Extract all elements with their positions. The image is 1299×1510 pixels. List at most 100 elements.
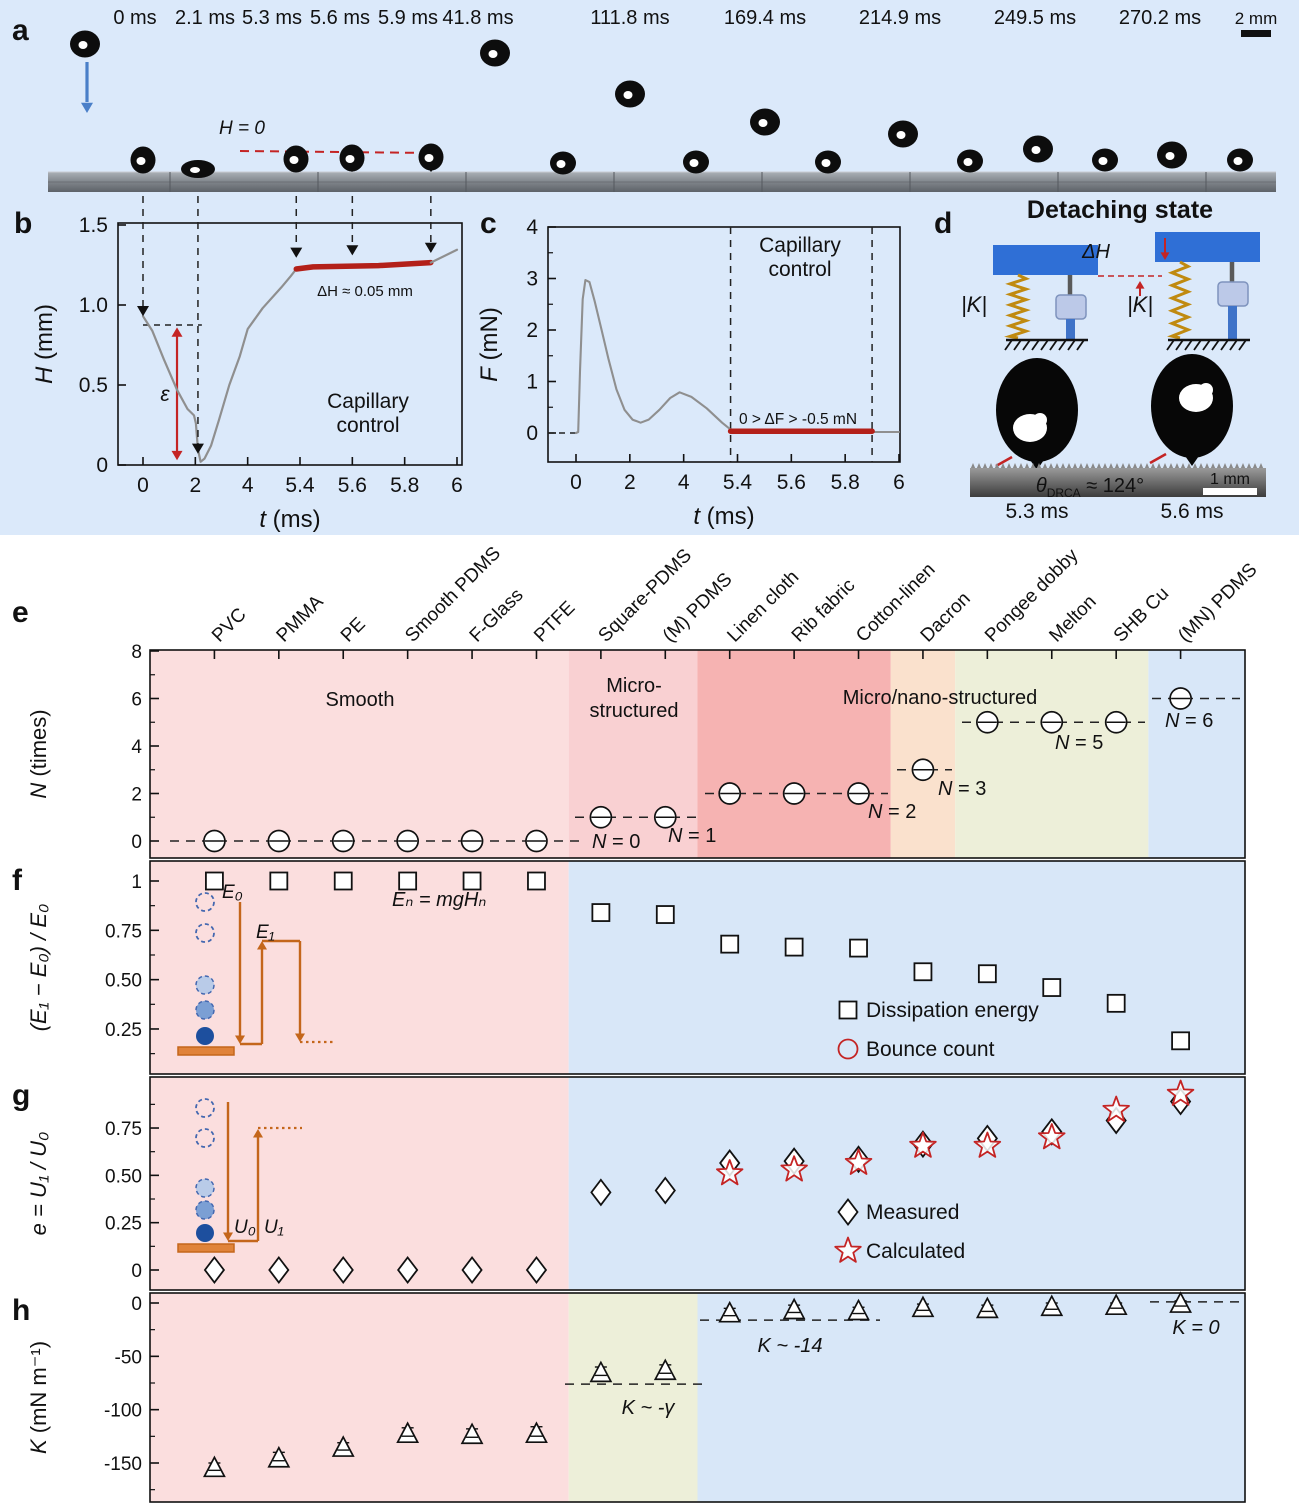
material-label: Dacron xyxy=(917,588,975,646)
droplet-neck xyxy=(1181,450,1203,466)
droplet-highlight xyxy=(689,159,699,167)
ground-hatch xyxy=(1220,339,1229,351)
static-labels: a b c d e f g h Detaching state 5.3 ms 5… xyxy=(12,9,1277,1327)
series-force-curve xyxy=(574,278,901,435)
contact-angle-mark xyxy=(995,455,1013,468)
legend-label: Calculated xyxy=(866,1240,965,1263)
x-tick-label: 5.8 xyxy=(390,474,419,497)
h-equals-0-label: H = 0 xyxy=(219,118,265,139)
panel-b: 0 2 4 5.4 5.6 5.8 6 0 0.5 1.0 1.5 t (ms) H (mm) ε ΔH ≈… xyxy=(31,196,463,533)
ground-hatch xyxy=(1013,339,1022,351)
star-marker xyxy=(844,1148,873,1175)
square-marker xyxy=(849,938,868,958)
y-tick-label: 0 xyxy=(131,1261,142,1282)
triangle-marker xyxy=(525,1421,548,1444)
y-tick-label: 0.50 xyxy=(105,971,142,992)
region-label: Micro/nano-structured xyxy=(843,687,1038,709)
y-tick-label: -100 xyxy=(104,1401,142,1422)
region-label: structured xyxy=(590,700,679,722)
square-marker xyxy=(655,905,675,924)
triangle-marker xyxy=(267,1445,291,1468)
y-tick-label: 3 xyxy=(526,268,538,291)
y-axis-title: H (mm) xyxy=(31,304,58,384)
diamond-marker xyxy=(203,1256,226,1284)
diamond-marker xyxy=(268,1256,290,1284)
timestamp-label: 0 ms xyxy=(113,7,156,29)
droplet xyxy=(550,151,576,175)
timestamp-label: 270.2 ms xyxy=(1119,7,1201,29)
triangle-marker xyxy=(847,1298,870,1321)
ground-hatch xyxy=(1058,339,1067,351)
annotation: 0 > ΔF > -0.5 mN xyxy=(739,411,857,428)
y-axis-title: K (mN m⁻¹) xyxy=(26,1341,51,1454)
bounce-count-label: N = 5 xyxy=(1055,732,1103,754)
epsilon-arrow-down xyxy=(171,450,183,461)
ground-hatch xyxy=(1166,339,1175,351)
droplet-highlight xyxy=(345,155,355,163)
diamond-marker xyxy=(332,1256,354,1284)
category-band xyxy=(568,861,1245,1074)
E1-drop-head xyxy=(295,1033,305,1042)
droplet xyxy=(1023,135,1053,163)
droplet xyxy=(750,108,780,136)
event-connector-arrow xyxy=(424,242,437,253)
diamond-marker xyxy=(590,1178,612,1207)
droplet-tail xyxy=(290,167,302,172)
plot-box xyxy=(149,1292,1246,1503)
delta-h-arrow-down xyxy=(1160,252,1170,260)
triangle-marker xyxy=(1104,1293,1128,1316)
k-reference-label: K ~ -14 xyxy=(757,1335,822,1357)
schematic-droplet xyxy=(195,1200,215,1220)
y-tick-label: 4 xyxy=(526,216,538,239)
panel-g-inset xyxy=(177,1098,302,1253)
k-reference-label: K ~ -γ xyxy=(622,1397,676,1419)
event-connector-arrow xyxy=(191,443,204,454)
ground-hatch xyxy=(1049,339,1058,351)
star-marker xyxy=(1102,1095,1130,1122)
schematic-droplet xyxy=(195,1178,215,1198)
event-connector-arrow xyxy=(137,306,149,317)
schematic-droplet xyxy=(195,1128,215,1148)
ground-hatch xyxy=(1076,339,1085,351)
scale-bar-label-1mm: 1 mm xyxy=(1210,471,1250,488)
x-tick-label: 5.4 xyxy=(723,471,753,494)
droplet-highlight xyxy=(556,160,566,168)
x-tick-label: 5.6 xyxy=(338,474,367,497)
y-tick-label: 0 xyxy=(131,832,142,853)
y-tick-label: 0.50 xyxy=(105,1166,142,1187)
energy-formula: Eₙ = mgHₙ xyxy=(392,889,486,911)
y-tick-label: 0 xyxy=(131,1294,142,1315)
droplet xyxy=(70,30,100,113)
ground-hatch xyxy=(1229,339,1238,351)
annotation: Capillary xyxy=(327,390,409,413)
y-tick-label: 1.0 xyxy=(79,294,108,317)
x-tick-label: 5.6 xyxy=(777,471,806,494)
ground-hatch xyxy=(1238,339,1247,351)
category-band xyxy=(568,1293,698,1502)
y-axis-title: e = U₁ / U₀ xyxy=(26,1132,51,1236)
schematic-droplet xyxy=(195,1098,215,1118)
droplet xyxy=(283,145,309,173)
epsilon-label: ε xyxy=(160,383,170,406)
probe-stem xyxy=(1066,319,1075,340)
x-tick-label: 0 xyxy=(570,471,582,494)
droplet-highlight xyxy=(896,131,906,139)
square-marker xyxy=(398,871,418,891)
droplet-highlight xyxy=(190,167,200,173)
probe-stem xyxy=(1228,306,1237,340)
timestamp-label: 169.4 ms xyxy=(724,7,806,29)
bounce-count-label: N = 6 xyxy=(1165,710,1213,732)
material-label: F-Glass xyxy=(466,585,528,647)
y-tick-label: 1 xyxy=(131,872,142,893)
u0-label: U₀ xyxy=(234,1217,256,1238)
diamond-marker xyxy=(654,1176,676,1205)
y-tick-label: 8 xyxy=(131,642,142,663)
triangle-marker xyxy=(331,1435,355,1457)
x-tick-label: 2 xyxy=(189,474,201,497)
h0-dashed-line xyxy=(239,150,434,154)
droplet-highlight xyxy=(821,159,831,167)
x-tick-label: 4 xyxy=(242,474,254,497)
x-tick-label: 4 xyxy=(678,471,690,494)
k-reference-label: K = 0 xyxy=(1172,1317,1219,1339)
